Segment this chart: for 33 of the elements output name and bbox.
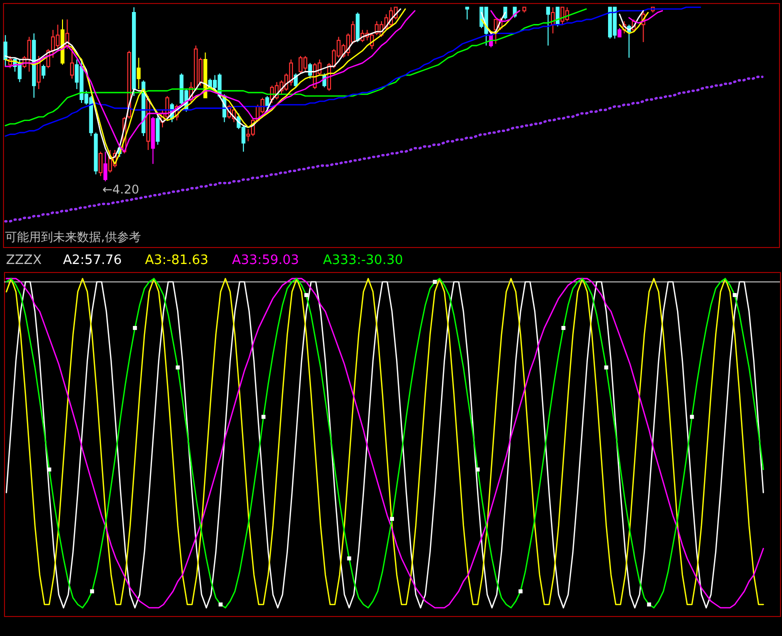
candlestick (465, 6, 470, 20)
series-label: A33:59.03 (232, 252, 300, 268)
legend-title: ZZZX (6, 253, 42, 268)
text: ←4.20 (102, 182, 140, 196)
point (47, 468, 52, 472)
point (561, 326, 566, 330)
point (518, 589, 523, 594)
candlestick (546, 6, 550, 46)
candlestick (42, 64, 46, 80)
series-label: A3:-81.63 (145, 252, 208, 268)
point (647, 602, 652, 606)
point (218, 602, 223, 606)
candlestick (156, 112, 160, 146)
point (690, 414, 694, 419)
series-label: A2:57.76 (63, 252, 122, 268)
point (347, 556, 352, 560)
text: A333:-30.30 (323, 252, 403, 268)
point (390, 516, 394, 521)
point (132, 326, 137, 330)
candlestick (98, 151, 103, 177)
point (604, 365, 608, 370)
point (176, 365, 180, 370)
point (90, 589, 94, 594)
candlestick (308, 62, 312, 80)
point (304, 293, 308, 298)
point (261, 414, 266, 419)
candlestick (70, 45, 74, 80)
candlestick (136, 57, 141, 90)
text: 可能用到未来数据,供参考 (5, 230, 141, 244)
point (432, 280, 437, 284)
candlestick (103, 151, 108, 182)
candlestick (3, 34, 8, 67)
point (732, 293, 737, 298)
